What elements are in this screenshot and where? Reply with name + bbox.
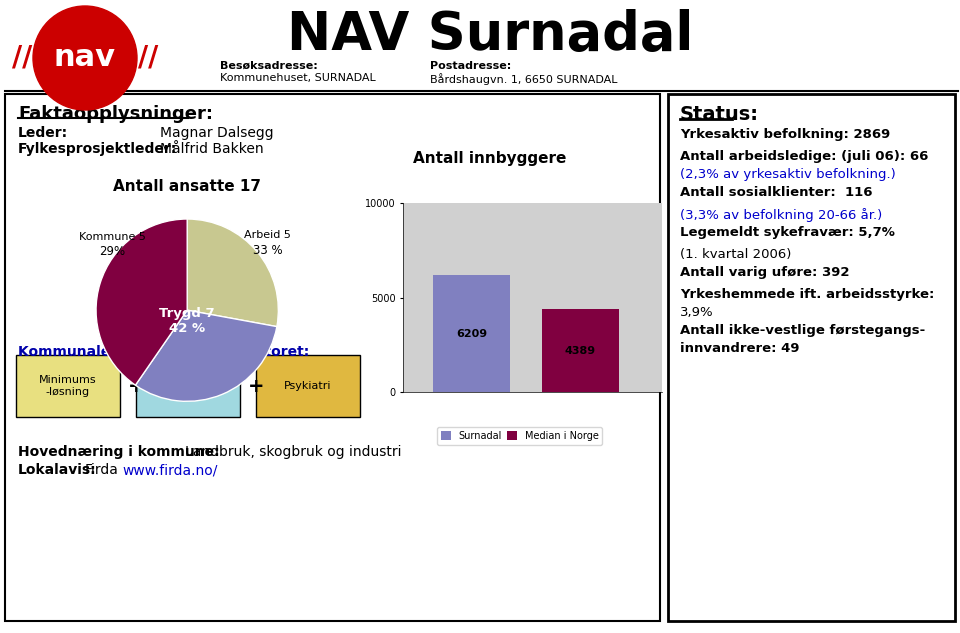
Legend: Surnadal, Median i Norge: Surnadal, Median i Norge — [438, 427, 602, 444]
Text: Antall varig uføre: 392: Antall varig uføre: 392 — [680, 266, 850, 279]
Text: Faktaopplysninger:: Faktaopplysninger: — [18, 105, 213, 123]
Text: Yrkeshemmede ift. arbeidsstyrke:: Yrkeshemmede ift. arbeidsstyrke: — [680, 288, 934, 301]
Text: Hovednæring i kommune:: Hovednæring i kommune: — [18, 445, 220, 459]
Text: innvandrere: 49: innvandrere: 49 — [680, 342, 800, 355]
Text: (3,3% av befolkning 20-66 år.): (3,3% av befolkning 20-66 år.) — [680, 208, 882, 222]
Text: 4389: 4389 — [565, 346, 596, 356]
FancyBboxPatch shape — [16, 355, 120, 417]
Wedge shape — [187, 219, 278, 327]
Text: 6209: 6209 — [456, 329, 487, 339]
Text: www.firda.no/: www.firda.no/ — [122, 463, 217, 477]
FancyBboxPatch shape — [5, 94, 660, 621]
Text: Antall arbeidsledige: (juli 06): 66: Antall arbeidsledige: (juli 06): 66 — [680, 150, 928, 163]
Bar — [542, 309, 619, 392]
Text: NAV Surnadal: NAV Surnadal — [287, 9, 693, 61]
Text: Antall ikke-vestlige førstegangs-: Antall ikke-vestlige førstegangs- — [680, 324, 925, 337]
Text: Besøksadresse:: Besøksadresse: — [220, 61, 318, 71]
Text: Psykiatri: Psykiatri — [284, 381, 332, 391]
Title: Antall ansatte 17: Antall ansatte 17 — [113, 179, 261, 194]
Circle shape — [33, 6, 137, 110]
Text: Trygd 7
42 %: Trygd 7 42 % — [159, 307, 215, 335]
FancyBboxPatch shape — [256, 355, 360, 417]
Text: Kommune 5: Kommune 5 — [79, 232, 146, 242]
Text: +: + — [248, 377, 264, 396]
Wedge shape — [96, 219, 187, 385]
Text: Postadresse:: Postadresse: — [430, 61, 512, 71]
Text: Lokalavis:: Lokalavis: — [18, 463, 97, 477]
FancyBboxPatch shape — [136, 355, 240, 417]
Text: (2,3% av yrkesaktiv befolkning.): (2,3% av yrkesaktiv befolkning.) — [680, 168, 896, 181]
Text: Status:: Status: — [680, 105, 759, 124]
Text: nav: nav — [54, 44, 116, 73]
Text: Kommunale tjenester i pilotkontoret:: Kommunale tjenester i pilotkontoret: — [18, 345, 309, 359]
Text: Magnar Dalsegg: Magnar Dalsegg — [160, 126, 274, 140]
Text: Minimums
-løsning: Minimums -løsning — [39, 375, 97, 397]
FancyBboxPatch shape — [668, 94, 955, 621]
Wedge shape — [135, 310, 276, 401]
Bar — [433, 275, 510, 392]
Text: Bårdshaugvn. 1, 6650 SURNADAL: Bårdshaugvn. 1, 6650 SURNADAL — [430, 73, 617, 85]
Text: Landbruk, skogbruk og industri: Landbruk, skogbruk og industri — [185, 445, 401, 459]
Text: Legemeldt sykefravær: 5,7%: Legemeldt sykefravær: 5,7% — [680, 226, 895, 239]
Text: 3,9%: 3,9% — [680, 306, 713, 319]
Text: Fylkesprosjektleder:: Fylkesprosjektleder: — [18, 142, 178, 156]
Text: //: // — [138, 44, 158, 72]
Text: (1. kvartal 2006): (1. kvartal 2006) — [680, 248, 791, 261]
Text: Antall innbyggere: Antall innbyggere — [414, 151, 566, 166]
Text: Antall sosialklienter:  116: Antall sosialklienter: 116 — [680, 186, 873, 199]
Text: //: // — [12, 44, 32, 72]
Text: Målfrid Bakken: Målfrid Bakken — [160, 142, 264, 156]
Text: Kommunehuset, SURNADAL: Kommunehuset, SURNADAL — [220, 73, 375, 83]
Text: +: + — [128, 377, 144, 396]
Text: Leder:: Leder: — [18, 126, 68, 140]
Text: 33 %: 33 % — [252, 244, 282, 256]
Text: Firda: Firda — [85, 463, 119, 477]
Text: Arbeid 5: Arbeid 5 — [244, 230, 291, 241]
Text: 29%: 29% — [100, 246, 126, 258]
Text: Flyktning-
tjeneste: Flyktning- tjeneste — [160, 375, 216, 397]
Text: Yrkesaktiv befolkning: 2869: Yrkesaktiv befolkning: 2869 — [680, 128, 890, 141]
